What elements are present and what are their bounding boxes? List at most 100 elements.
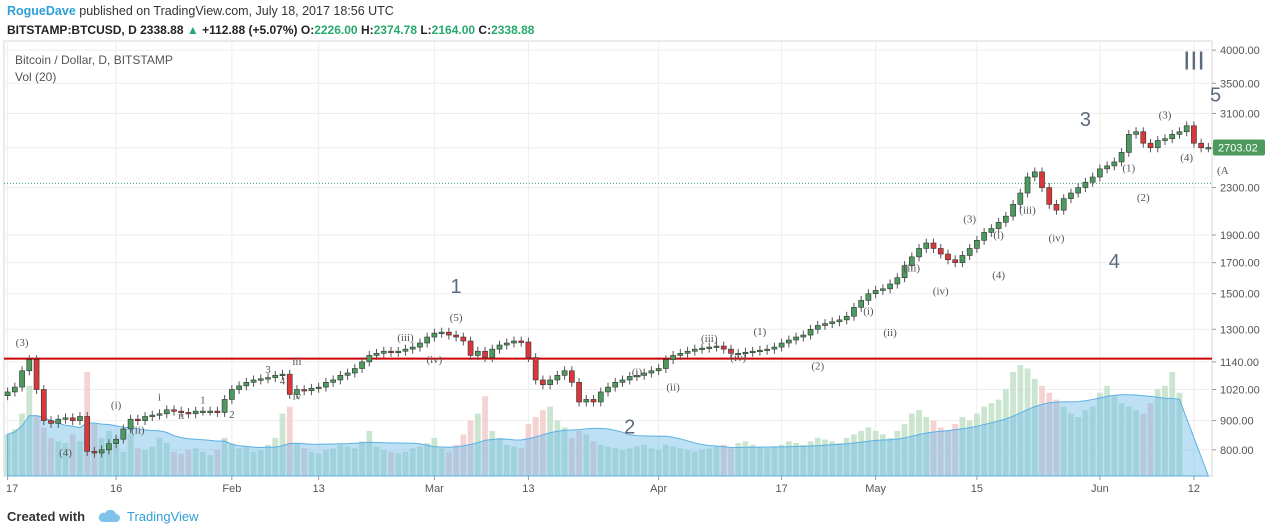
wave-label: (3)	[963, 213, 976, 225]
volume-bar	[655, 449, 662, 476]
wave-label: (1)	[1122, 162, 1135, 174]
candlestick-chart[interactable]: 4000.003500.003100.002700.002300.001900.…	[0, 40, 1270, 498]
y-tick-label: 1140.00	[1220, 357, 1259, 369]
candle-body	[344, 372, 351, 376]
wave-label: (3)	[16, 337, 29, 349]
candle-body	[583, 399, 590, 403]
candle-body	[460, 336, 467, 342]
volume-bar	[843, 437, 850, 476]
candle-body	[279, 373, 286, 376]
volume-bar	[409, 448, 416, 476]
candle-body	[836, 319, 843, 323]
volume-bar	[706, 448, 713, 476]
candle-body	[641, 372, 647, 376]
high-value: 2374.78	[373, 23, 417, 37]
volume-bar	[742, 441, 749, 476]
volume-bar	[1089, 406, 1096, 476]
wave-label: (1)	[753, 326, 766, 338]
volume-bar	[185, 449, 192, 476]
volume-bar	[171, 451, 177, 476]
high-label: H:	[360, 23, 374, 37]
volume-bar	[554, 420, 561, 476]
volume-bar	[540, 410, 546, 476]
volume-bar	[518, 448, 525, 476]
wave-label: (2)	[811, 361, 824, 373]
volume-bar	[77, 441, 83, 476]
candle-body	[851, 307, 857, 317]
volume-bar	[619, 449, 626, 476]
candle-body	[337, 375, 344, 381]
volume-bar	[597, 444, 604, 476]
volume-bar	[236, 448, 242, 476]
volume-bar	[33, 415, 40, 476]
wave-label: III	[1183, 46, 1205, 76]
volume-bar	[757, 446, 763, 476]
candle-body	[474, 350, 481, 356]
candle-body	[865, 293, 872, 301]
volume-bar	[200, 451, 206, 476]
volume-bar	[1060, 406, 1067, 476]
candle-body	[930, 242, 937, 249]
candle-body	[547, 379, 553, 385]
current-price-label: 2703.02	[1218, 142, 1258, 154]
volume-bar	[26, 385, 33, 476]
volume-bar	[330, 448, 337, 476]
volume-bar	[417, 446, 423, 476]
volume-bar	[19, 413, 25, 476]
wave-label: 3	[1080, 109, 1091, 131]
candle-body	[69, 417, 76, 421]
candle-body	[597, 391, 604, 403]
open-label: O:	[300, 23, 315, 37]
wave-label: 2	[229, 409, 235, 421]
candle-body	[33, 359, 40, 390]
candle-body	[359, 361, 365, 369]
candle-body	[518, 340, 525, 343]
candle-body	[156, 413, 163, 416]
author-link[interactable]: RogueDave	[7, 4, 76, 18]
volume-bar	[525, 423, 532, 476]
candle-body	[670, 355, 676, 361]
candle-body	[265, 377, 271, 380]
volume-bar	[858, 430, 865, 476]
candle-body	[771, 346, 778, 350]
candle-body	[1176, 131, 1183, 135]
volume-bar	[1176, 392, 1183, 476]
volume-bar	[814, 437, 821, 476]
volume-bar	[1002, 389, 1009, 476]
candle-body	[1140, 131, 1147, 144]
candle-body	[691, 348, 698, 352]
y-tick-label: 1300.00	[1220, 324, 1260, 336]
candle-body	[286, 373, 293, 395]
volume-bar	[945, 430, 951, 476]
candle-body	[945, 253, 951, 261]
volume-bar	[322, 449, 329, 476]
candle-body	[221, 399, 228, 413]
volume-bar	[771, 446, 778, 476]
candle-body	[1089, 176, 1096, 183]
candle-body	[294, 389, 300, 395]
candle-body	[4, 391, 11, 397]
candle-body	[699, 347, 705, 350]
volume-bar	[930, 420, 937, 476]
candle-body	[1125, 134, 1132, 153]
volume-bar	[1162, 385, 1168, 476]
volume-bar	[952, 423, 959, 476]
candle-body	[395, 350, 402, 354]
x-tick-label: Apr	[650, 483, 667, 495]
candle-body	[677, 353, 684, 356]
volume-bar	[648, 448, 655, 476]
candle-body	[916, 248, 922, 258]
volume-bar	[894, 430, 901, 476]
volume-bar	[923, 417, 930, 476]
volume-bar	[576, 430, 582, 476]
candle-body	[134, 418, 141, 422]
volume-bar	[626, 448, 633, 476]
volume-bar	[503, 444, 510, 476]
chart-area[interactable]: 4000.003500.003100.002700.002300.001900.…	[0, 40, 1270, 498]
volume-bar	[785, 441, 792, 476]
tradingview-link[interactable]: TradingView	[127, 508, 199, 524]
wave-label: (4)	[992, 269, 1005, 281]
candle-body	[120, 428, 127, 440]
candle-body	[554, 375, 561, 381]
volume-bar	[1039, 385, 1045, 476]
